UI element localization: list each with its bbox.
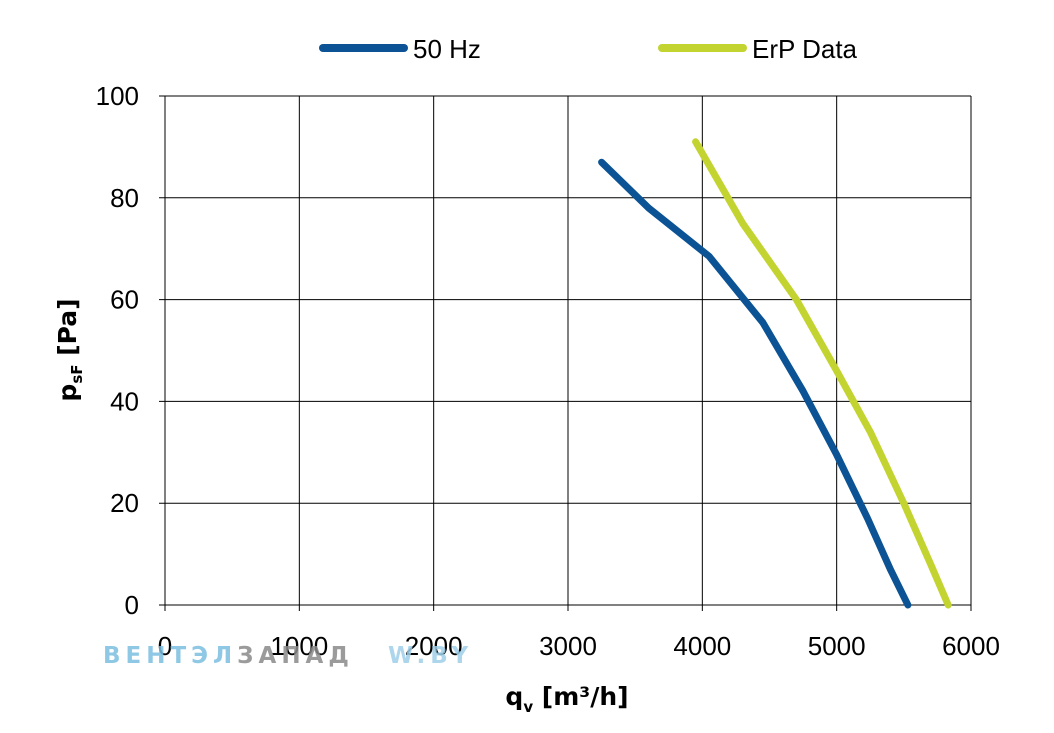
x-tick-label-3000: 3000 [539, 631, 597, 661]
series-lines [598, 138, 952, 609]
x-axis-label-sub: v [523, 698, 533, 716]
x-axis-label-unit: [m³/h] [533, 682, 628, 711]
x-tick-label-2000: 2000 [405, 631, 463, 661]
y-axis-label: psF [Pa] [53, 298, 86, 401]
x-axis-label-main: q [505, 682, 523, 711]
y-tick-label-60: 60 [110, 285, 139, 315]
x-tick-label-6000: 6000 [942, 631, 1000, 661]
grid [159, 95, 972, 611]
svg-text:qv [m³/h]: qv [m³/h] [505, 682, 628, 716]
y-tick-label-20: 20 [110, 488, 139, 518]
x-tick-label-1000: 1000 [270, 631, 328, 661]
x-tick-label-0: 0 [158, 631, 172, 661]
watermark-part-1: ВЕНТЭЛ [103, 643, 237, 669]
y-tick-label-80: 80 [110, 183, 139, 213]
svg-text:psF [Pa]: psF [Pa] [53, 298, 86, 401]
y-tick-label-100: 100 [96, 81, 139, 111]
watermark-part-2: ЗАПАД [237, 643, 354, 669]
legend: 50 Hz ErP Data [319, 34, 858, 64]
watermark-logo: ВЕНТЭЛЗАПАД W.BY [103, 643, 473, 669]
series-line-erp-data [692, 138, 952, 609]
x-axis-label: qv [m³/h] [505, 682, 628, 716]
y-tick-label-40: 40 [110, 386, 139, 416]
x-tick-label-4000: 4000 [673, 631, 731, 661]
y-axis-label-main: p [53, 384, 82, 402]
y-axis-label-sub: sF [68, 364, 86, 383]
x-tick-label-5000: 5000 [808, 631, 866, 661]
svg-text:W.BY: W.BY [388, 643, 473, 669]
y-axis-label-unit: [Pa] [53, 298, 82, 364]
series-line-50-hz [598, 158, 912, 609]
y-tick-label-0: 0 [125, 590, 139, 620]
watermark-part-3: W.BY [388, 643, 473, 669]
legend-label-erp-data: ErP Data [752, 34, 858, 64]
legend-label-50hz: 50 Hz [413, 34, 481, 64]
tick-labels: 0 1000 2000 3000 4000 5000 6000 0 20 40 60 80 100 [96, 81, 1000, 661]
svg-text:ВЕНТЭЛЗАПАД: ВЕНТЭЛЗАПАД [103, 643, 354, 669]
